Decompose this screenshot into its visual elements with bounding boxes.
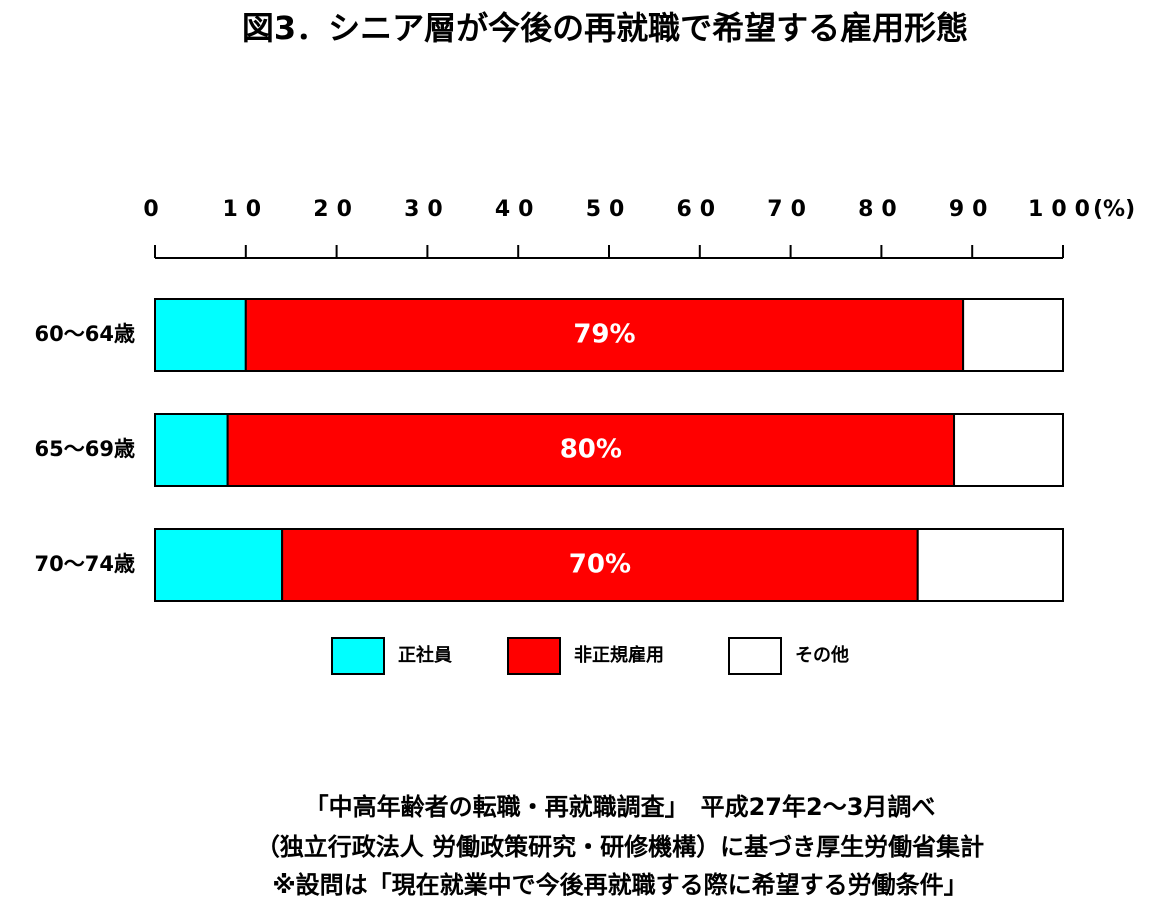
footnote: （独立行政法人 労働政策研究・研修機構）に基づき厚生労働省集計	[256, 833, 984, 861]
data-label: 70%	[569, 550, 631, 580]
bar-segment	[154, 298, 247, 372]
legend-swatch	[331, 637, 385, 675]
category-label: 65～69歳	[35, 437, 135, 461]
bar-segment	[953, 413, 1064, 487]
legend-label: 正社員	[398, 644, 452, 666]
data-label: 79%	[573, 320, 635, 350]
x-tick-label: 50	[586, 197, 633, 222]
x-tick-label: 60	[676, 197, 723, 222]
x-tick-label: 40	[495, 197, 542, 222]
category-label: 70～74歳	[35, 552, 135, 576]
legend-swatch	[728, 637, 782, 675]
x-tick-label: 20	[313, 197, 360, 222]
legend-label: その他	[795, 644, 849, 666]
legend-swatch	[507, 637, 561, 675]
x-tick-label: 100	[1028, 197, 1098, 222]
chart-title: 図3．シニア層が今後の再就職で希望する雇用形態	[242, 9, 968, 47]
category-label: 60～64歳	[35, 322, 135, 346]
footnote: 「中高年齢者の転職・再就職調査」 平成27年2～3月調べ	[305, 793, 936, 821]
x-tick-label: 70	[767, 197, 814, 222]
x-tick-label: 30	[404, 197, 451, 222]
x-tick-label: 80	[858, 197, 905, 222]
bar-segment	[962, 298, 1064, 372]
bar-segment	[154, 528, 284, 602]
x-tick-label: 0	[143, 197, 166, 222]
bar-segment	[226, 413, 956, 487]
x-axis-unit: (%)	[1093, 197, 1135, 222]
x-tick-label: 90	[949, 197, 996, 222]
bar-segment	[281, 528, 919, 602]
bar-segment	[154, 413, 229, 487]
data-label: 80%	[560, 435, 622, 465]
bar-segment	[916, 528, 1064, 602]
x-tick-label: 10	[222, 197, 269, 222]
bar-segment	[244, 298, 965, 372]
legend-label: 非正規雇用	[574, 644, 664, 666]
footnote: ※設問は「現在就業中で今後再就職する際に希望する労働条件」	[272, 871, 967, 899]
